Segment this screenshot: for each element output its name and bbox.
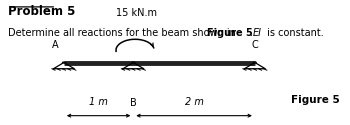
- Text: 2 m: 2 m: [185, 97, 204, 107]
- Text: C: C: [252, 40, 258, 50]
- Text: EI: EI: [253, 28, 262, 38]
- Text: Figure 5: Figure 5: [207, 28, 253, 38]
- Text: is constant.: is constant.: [264, 28, 324, 38]
- Text: A: A: [52, 40, 59, 50]
- Circle shape: [62, 62, 65, 63]
- Text: B: B: [130, 98, 137, 108]
- Text: .: .: [250, 28, 256, 38]
- Text: 15 kN.m: 15 kN.m: [116, 8, 157, 18]
- Circle shape: [132, 62, 135, 63]
- Text: Problem 5: Problem 5: [8, 5, 76, 18]
- Text: 1 m: 1 m: [89, 97, 108, 107]
- Text: Determine all reactions for the beam shown in: Determine all reactions for the beam sho…: [8, 28, 239, 38]
- Circle shape: [253, 62, 257, 63]
- Text: Figure 5: Figure 5: [291, 95, 340, 105]
